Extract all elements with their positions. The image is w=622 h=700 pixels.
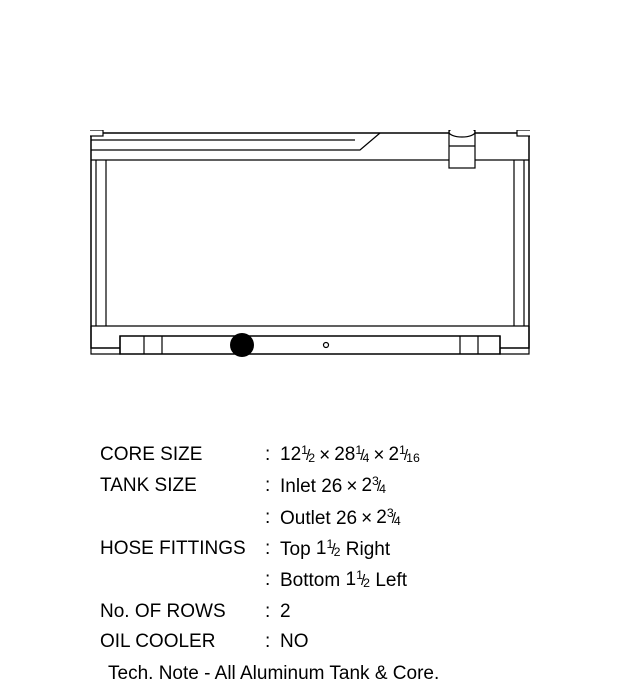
row-hose-top: HOSE FITTINGS : Top 11/2 Right <box>100 534 540 565</box>
colon: : <box>265 565 280 596</box>
label: No. OF ROWS <box>100 597 265 627</box>
row-tank-inlet: TANK SIZE : Inlet 26×23/4 <box>100 471 540 502</box>
row-tank-outlet: : Outlet 26×23/4 <box>100 503 540 534</box>
colon: : <box>265 597 280 627</box>
label: TANK SIZE <box>100 471 265 502</box>
spec-table: CORE SIZE : 121/2×281/4×21/16 TANK SIZE … <box>100 440 540 690</box>
value-oil-cooler: NO <box>280 627 540 657</box>
value-core-size: 121/2×281/4×21/16 <box>280 440 540 471</box>
label <box>100 565 265 596</box>
colon: : <box>265 440 280 471</box>
label <box>100 503 265 534</box>
colon: : <box>265 534 280 565</box>
tech-note: Tech. Note - All Aluminum Tank & Core. <box>108 659 540 689</box>
colon: : <box>265 627 280 657</box>
row-hose-bottom: : Bottom 11/2 Left <box>100 565 540 596</box>
value-hose-top: Top 11/2 Right <box>280 534 540 565</box>
value-tank-outlet: Outlet 26×23/4 <box>280 503 540 534</box>
value-hose-bottom: Bottom 11/2 Left <box>280 565 540 596</box>
row-oil-cooler: OIL COOLER : NO <box>100 627 540 657</box>
value-tank-inlet: Inlet 26×23/4 <box>280 471 540 502</box>
row-num-rows: No. OF ROWS : 2 <box>100 597 540 627</box>
label: OIL COOLER <box>100 627 265 657</box>
label: CORE SIZE <box>100 440 265 471</box>
row-core-size: CORE SIZE : 121/2×281/4×21/16 <box>100 440 540 471</box>
radiator-svg <box>90 130 530 370</box>
colon: : <box>265 471 280 502</box>
label: HOSE FITTINGS <box>100 534 265 565</box>
radiator-diagram <box>90 130 530 370</box>
value-num-rows: 2 <box>280 597 540 627</box>
colon: : <box>265 503 280 534</box>
